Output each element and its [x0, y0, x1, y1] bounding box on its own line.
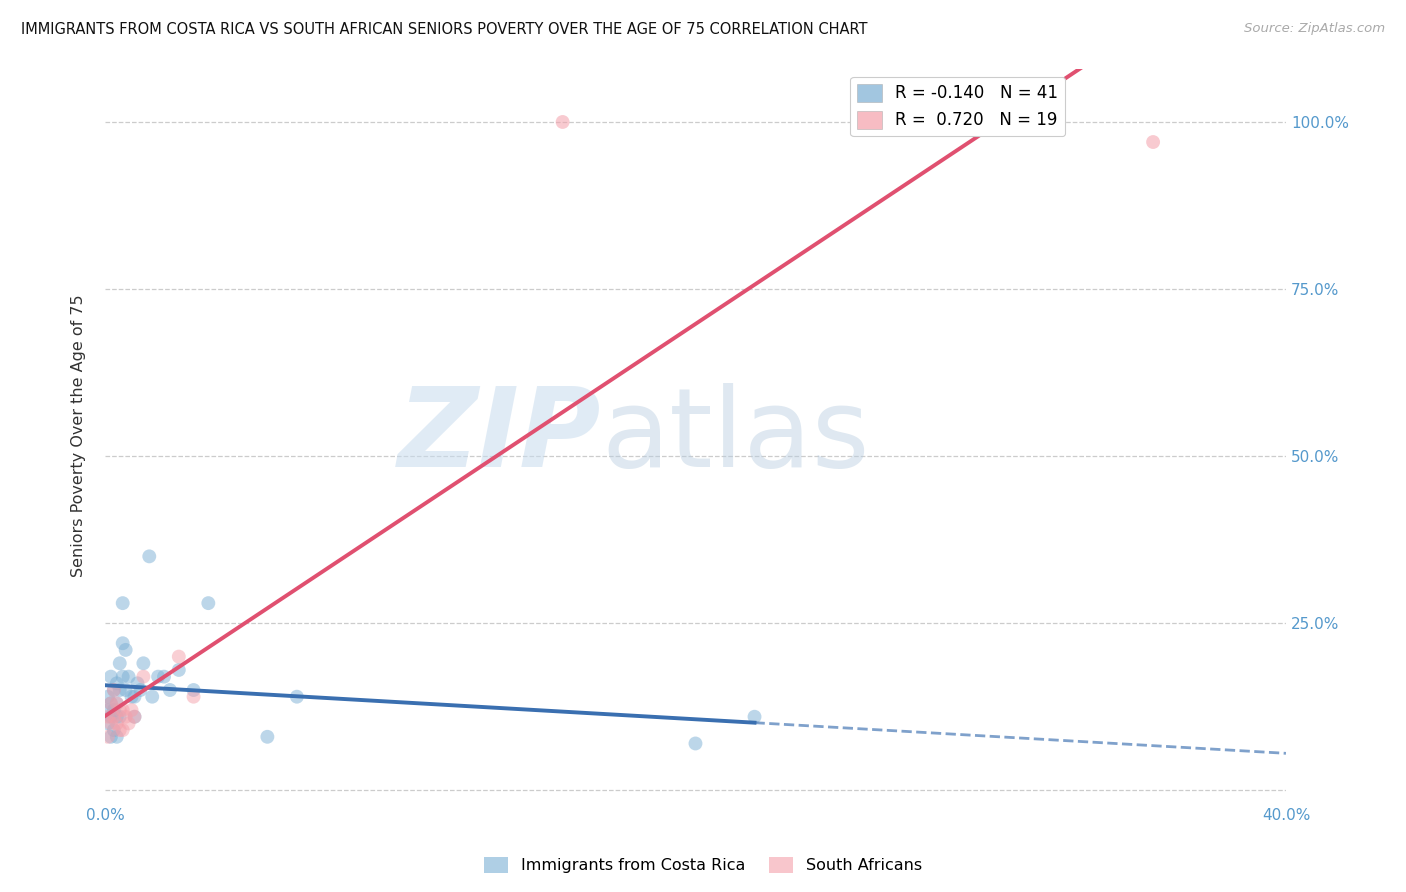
Text: atlas: atlas [600, 383, 869, 490]
Point [103, 703, 125, 717]
Point [114, 710, 136, 724]
Point [108, 723, 131, 738]
Point [117, 670, 139, 684]
Point [97, 703, 120, 717]
Point [197, 596, 219, 610]
Point [124, 690, 146, 704]
Point [114, 683, 136, 698]
Point [159, 683, 181, 698]
Text: Source: ZipAtlas.com: Source: ZipAtlas.com [1244, 22, 1385, 36]
Point [108, 657, 131, 671]
Point [97, 730, 120, 744]
Point [108, 703, 131, 717]
Point [132, 670, 155, 684]
Point [100, 730, 122, 744]
Point [685, 736, 707, 750]
Point [105, 676, 128, 690]
Point [167, 649, 190, 664]
Y-axis label: Seniors Poverty Over the Age of 75: Seniors Poverty Over the Age of 75 [72, 294, 86, 577]
Point [111, 703, 134, 717]
Legend: Immigrants from Costa Rica, South Africans: Immigrants from Costa Rica, South Africa… [478, 850, 928, 880]
Point [100, 710, 122, 724]
Point [1142, 135, 1164, 149]
Point [103, 683, 125, 698]
Text: ZIP: ZIP [398, 383, 600, 490]
Text: IMMIGRANTS FROM COSTA RICA VS SOUTH AFRICAN SENIORS POVERTY OVER THE AGE OF 75 C: IMMIGRANTS FROM COSTA RICA VS SOUTH AFRI… [21, 22, 868, 37]
Point [105, 710, 128, 724]
Point [744, 710, 766, 724]
Point [183, 690, 205, 704]
Point [124, 710, 146, 724]
Point [108, 683, 131, 698]
Point [256, 730, 278, 744]
Point [100, 697, 122, 711]
Point [103, 683, 125, 698]
Point [153, 670, 176, 684]
Point [121, 690, 143, 704]
Point [183, 683, 205, 698]
Point [129, 683, 152, 698]
Point [105, 716, 128, 731]
Point [114, 643, 136, 657]
Point [97, 710, 120, 724]
Point [138, 549, 160, 564]
Point [117, 716, 139, 731]
Point [127, 676, 149, 690]
Point [111, 670, 134, 684]
Point [100, 697, 122, 711]
Point [108, 710, 131, 724]
Point [111, 636, 134, 650]
Point [121, 703, 143, 717]
Point [105, 697, 128, 711]
Legend: R = -0.140   N = 41, R =  0.720   N = 19: R = -0.140 N = 41, R = 0.720 N = 19 [851, 77, 1066, 136]
Point [103, 723, 125, 738]
Point [285, 690, 308, 704]
Point [551, 115, 574, 129]
Point [111, 596, 134, 610]
Point [100, 716, 122, 731]
Point [100, 670, 122, 684]
Point [167, 663, 190, 677]
Point [132, 657, 155, 671]
Point [103, 710, 125, 724]
Point [124, 710, 146, 724]
Point [105, 730, 128, 744]
Point [105, 697, 128, 711]
Point [97, 716, 120, 731]
Point [111, 723, 134, 738]
Point [141, 690, 163, 704]
Point [146, 670, 169, 684]
Point [97, 690, 120, 704]
